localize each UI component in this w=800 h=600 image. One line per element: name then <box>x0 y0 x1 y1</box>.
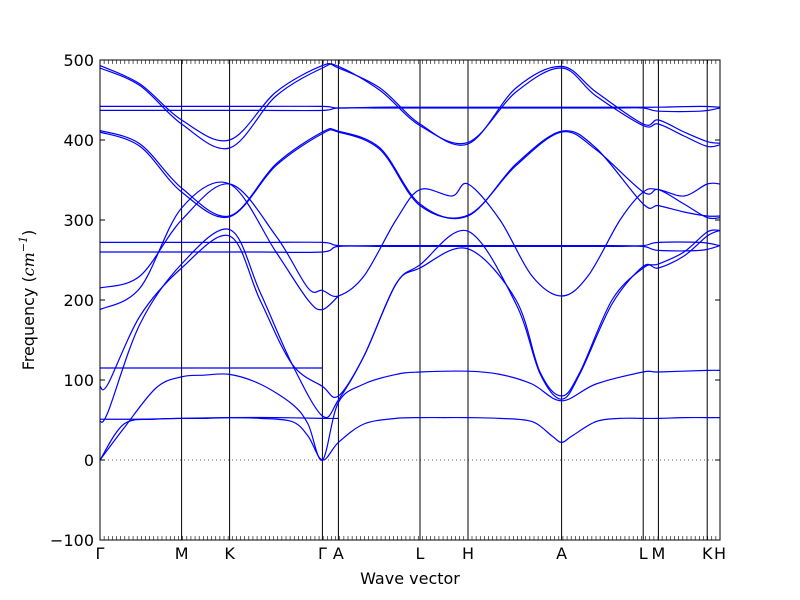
x-tick-label: L <box>416 544 425 563</box>
band-line <box>99 105 721 109</box>
band-line <box>100 107 721 113</box>
y-tick-label: 0 <box>84 451 94 470</box>
x-tick-label: M <box>175 544 189 563</box>
y-axis-title-exponent: −1 <box>17 236 30 252</box>
band-line <box>99 369 721 461</box>
y-axis-title-unit: cm <box>19 252 38 276</box>
x-tick-label: A <box>556 544 567 563</box>
y-axis-title-suffix: ) <box>19 230 38 236</box>
dispersion-curves <box>99 63 721 461</box>
y-tick-label: 100 <box>63 371 94 390</box>
x-tick-label: Γ <box>318 544 327 563</box>
band-line <box>99 181 339 311</box>
x-tick-label: H <box>462 544 474 563</box>
x-tick-label: Γ <box>96 544 105 563</box>
band-line <box>99 63 721 150</box>
band-line <box>100 245 721 254</box>
x-tick-label: H <box>714 544 726 563</box>
y-tick-label: −100 <box>50 531 94 550</box>
band-line <box>99 229 721 398</box>
band-line <box>99 241 721 247</box>
band-line <box>99 228 721 423</box>
x-tick-label: K <box>702 544 713 563</box>
y-axis-ticks: −100 0 100 200 300 400 500 <box>50 51 720 550</box>
y-tick-label: 300 <box>63 211 94 230</box>
x-axis-title: Wave vector <box>360 569 460 588</box>
y-tick-label: 200 <box>63 291 94 310</box>
x-minor-ticks <box>99 60 721 540</box>
x-tick-label: A <box>333 544 344 563</box>
y-axis-title-prefix: Frequency ( <box>19 276 38 370</box>
band-line <box>99 129 721 220</box>
y-tick-label: 500 <box>63 51 94 70</box>
x-tick-label: M <box>651 544 665 563</box>
band-line <box>99 416 339 420</box>
x-tick-label: K <box>224 544 235 563</box>
y-tick-label: 400 <box>63 131 94 150</box>
y-axis-title: Frequency (cm−1) <box>17 230 38 371</box>
x-tick-label: L <box>639 544 648 563</box>
band-line <box>99 182 721 298</box>
